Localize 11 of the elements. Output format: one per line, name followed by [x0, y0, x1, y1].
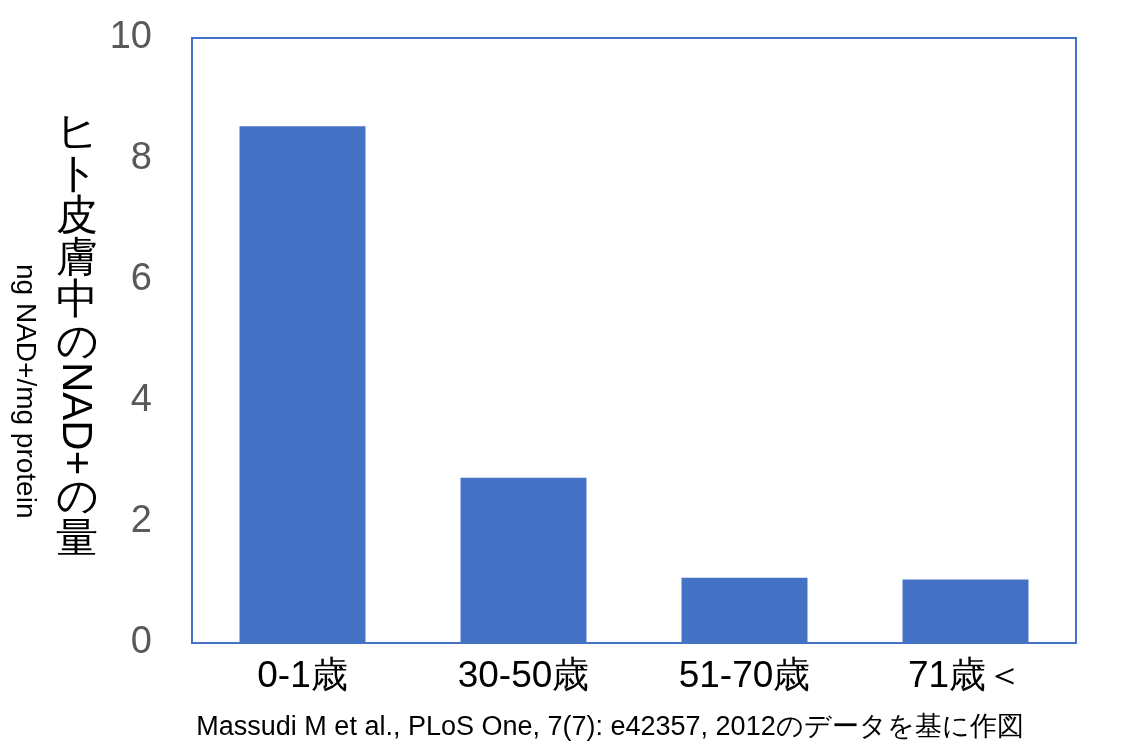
y-tick-label: 4 — [130, 377, 152, 420]
y-tick-label: 2 — [130, 498, 152, 541]
x-tick-label: 30-50歳 — [457, 654, 590, 696]
y-tick-label: 6 — [130, 256, 152, 299]
x-tick-label: 51-70歳 — [678, 654, 811, 696]
y-tick-label: 10 — [109, 14, 152, 57]
x-tick-label: 0-1歳 — [257, 654, 348, 696]
text: Massudi M et al., PLoS One, 7(7): e42357, 2012のデータを基に作図 — [196, 710, 1024, 743]
x-tick-label: 71歳＜ — [907, 654, 1024, 696]
y-tick-label: 8 — [130, 135, 152, 178]
y-tick-label: 0 — [130, 619, 152, 662]
